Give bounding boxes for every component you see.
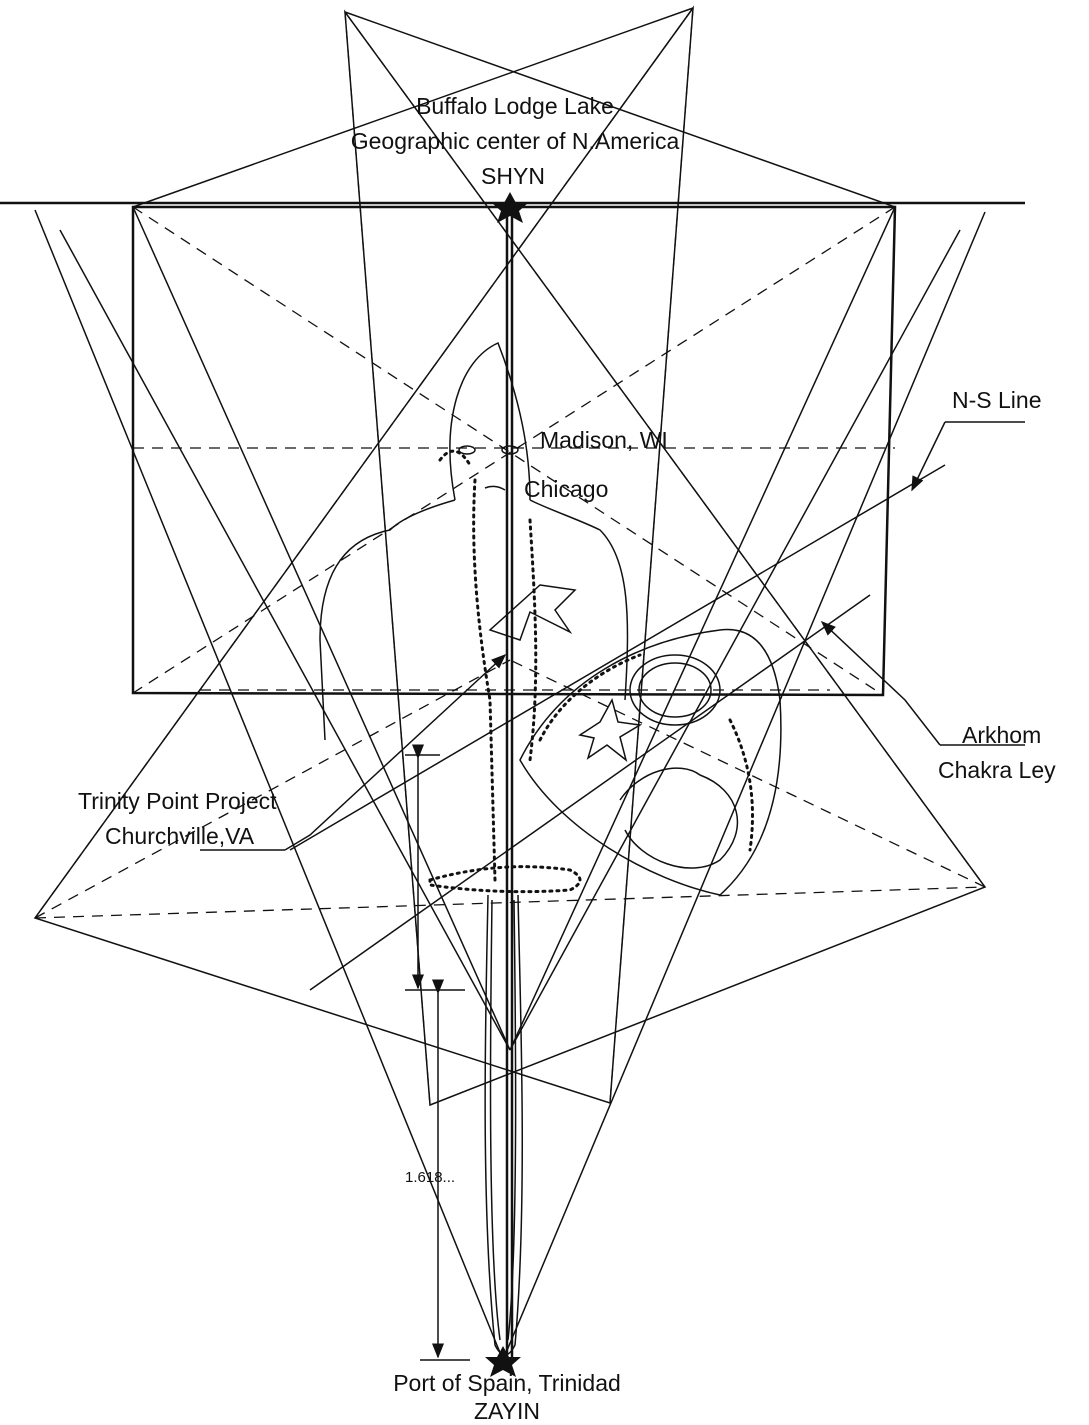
chicago-label: Chicago <box>524 476 608 502</box>
trinity-label: Trinity Point Project <box>78 788 277 814</box>
madison-label: Madison, WI <box>540 427 668 453</box>
ley-label: Arkhom <box>962 722 1041 748</box>
dimension-arrows <box>405 755 470 1360</box>
ley-label: Chakra Ley <box>938 757 1056 783</box>
top-label: SHYN <box>481 163 545 189</box>
top-label: Geographic center of N.America <box>351 128 680 154</box>
ns-line-label: N-S Line <box>952 387 1041 413</box>
trinity-label: Churchville,VA <box>105 823 255 849</box>
top-label: Buffalo Lodge Lake <box>416 93 614 119</box>
bottom-label: Port of Spain, Trinidad <box>393 1370 621 1396</box>
page: {"top_label": {"line1": "Buffalo Lodge L… <box>0 0 1089 1425</box>
bottom-label: ZAYIN <box>474 1398 540 1424</box>
ratio-label: 1.618... <box>405 1169 455 1186</box>
diagram: Buffalo Lodge Lake Geographic center of … <box>0 0 1089 1425</box>
body: Buffalo Lodge Lake Geographic center of … <box>0 0 1089 1425</box>
